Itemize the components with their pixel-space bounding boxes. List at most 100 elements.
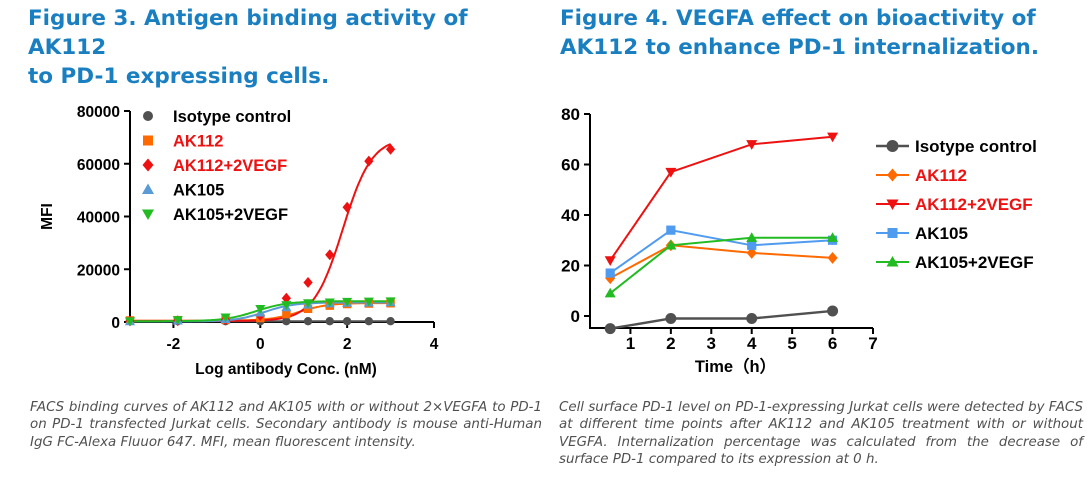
legend-label-ak105: AK105	[173, 182, 224, 200]
point-ak105-2vegf	[385, 297, 396, 307]
figure-3-title: Figure 3. Antigen binding activity of AK…	[28, 4, 545, 91]
point-ak105-2vegf	[324, 298, 335, 308]
point-ak105-2vegf	[255, 305, 266, 314]
point-ak112-2vegf	[364, 155, 374, 167]
x-axis-label: Time（h）	[695, 356, 776, 376]
point-ak112-2vegf	[665, 167, 677, 178]
point-ak112-2vegf	[604, 256, 616, 266]
y-tick-label: 0	[571, 307, 580, 326]
legend-marker-ak112	[887, 168, 898, 182]
point-ak105	[747, 240, 757, 250]
legend-marker-ak105-2vegf	[886, 256, 899, 267]
point-ak112-2vegf	[342, 201, 352, 213]
legend-marker-ak105-2vegf	[142, 209, 154, 220]
point-isotype-control	[303, 317, 313, 326]
figure-4-caption: Cell surface PD-1 level on PD-1-expressi…	[559, 400, 1083, 467]
point-ak105-2vegf	[665, 239, 677, 250]
y-tick-label: 60	[561, 156, 580, 175]
legend-marker-ak105	[142, 183, 154, 194]
point-isotype-control	[364, 317, 374, 326]
point-isotype-control	[665, 313, 677, 325]
point-isotype-control	[325, 317, 334, 326]
point-ak105-2vegf	[342, 297, 353, 307]
point-isotype-control	[342, 317, 352, 326]
figure-3-chart: 0 20000 40000 60000 80000 -2 0 2 4 Log antibody C…	[39, 104, 439, 378]
figure-4-title-line2: AK112 to enhance PD-1 internalization.	[560, 35, 1039, 60]
point-isotype-control	[282, 317, 291, 326]
x-axis-label: Log antibody Conc. (nM)	[195, 361, 377, 378]
x-tick-label: 7	[868, 334, 877, 353]
legend-marker-isotype-control	[143, 111, 153, 121]
x-tick-label: 1	[626, 334, 635, 353]
point-ak112-2vegf	[385, 143, 396, 155]
figure-3-title-line2: to PD-1 expressing cells.	[28, 64, 330, 89]
figure-4-title: Figure 4. VEGFA effect on bioactivity of…	[560, 4, 1039, 62]
point-isotype-control	[746, 313, 758, 325]
y-tick-label: 0	[111, 315, 120, 332]
point-isotype-control	[386, 317, 395, 326]
point-ak105-2vegf	[303, 299, 314, 309]
y-axis-label: MFI	[39, 203, 56, 230]
point-ak112-2vegf	[746, 140, 758, 150]
legend-marker-ak112-2vegf	[142, 158, 154, 172]
point-ak105-2vegf	[827, 232, 839, 242]
series-line-ak105	[609, 229, 833, 274]
point-ak112-2vegf	[303, 276, 313, 288]
x-tick-label: 2	[343, 336, 352, 353]
point-ak105-2vegf	[220, 313, 231, 323]
series-line-ak105-2vegf	[609, 236, 833, 295]
point-ak112-2vegf	[325, 249, 335, 261]
x-tick-label: 3	[707, 334, 716, 353]
y-tick-label: 60000	[77, 157, 120, 174]
legend-label-ak105: AK105	[915, 224, 968, 243]
point-ak112-2vegf	[281, 292, 291, 304]
point-ak105-2vegf	[281, 301, 292, 310]
x-tick-label: 6	[828, 334, 837, 353]
legend-marker-ak112-2vegf	[886, 199, 899, 210]
figure-4-title-line1: Figure 4. VEGFA effect on bioactivity of	[560, 6, 1036, 31]
series-line-isotype-control	[610, 309, 833, 330]
y-tick-label: 40000	[77, 210, 120, 227]
point-ak112-2vegf	[827, 132, 839, 143]
figure-3-caption: FACS binding curves of AK112 and AK105 w…	[30, 400, 542, 450]
x-tick-label: 2	[666, 334, 675, 353]
figure-4-panel: Figure 4. VEGFA effect on bioactivity of…	[545, 0, 1087, 504]
point-ak112	[282, 309, 291, 319]
point-ak112	[303, 304, 313, 314]
x-tick-label: -2	[167, 336, 181, 353]
point-ak112	[827, 251, 838, 264]
series-line-ak112	[609, 244, 833, 279]
point-ak105-2vegf	[124, 317, 136, 327]
legend-label-ak112: AK112	[915, 166, 967, 185]
y-tick-label: 20000	[77, 262, 120, 279]
x-tick-label: 0	[256, 336, 265, 353]
legend-label-ak112-2vegf: AK112+2VEGF	[915, 195, 1033, 214]
legend-label-isotype-control: Isotype control	[915, 137, 1037, 156]
y-tick-label: 40	[561, 206, 580, 225]
legend-label-ak112-2vegf: AK112+2VEGF	[173, 157, 287, 175]
x-tick-label: 4	[430, 336, 439, 353]
y-tick-label: 80	[561, 105, 580, 124]
legend-marker-ak112	[143, 135, 153, 146]
x-tick-label: 4	[747, 334, 757, 353]
legend-label-ak112: AK112	[173, 133, 223, 151]
legend-label-ak105-2vegf: AK105+2VEGF	[915, 253, 1034, 272]
point-isotype-control	[827, 305, 839, 317]
point-isotype-control	[604, 323, 616, 335]
point-ak105	[666, 225, 676, 235]
x-tick-label: 5	[787, 334, 796, 353]
legend-label-ak105-2vegf: AK105+2VEGF	[173, 206, 288, 224]
figure-3-panel: Figure 3. Antigen binding activity of AK…	[28, 4, 545, 450]
point-ak105-2vegf	[172, 316, 183, 325]
series-line-ak112-2vegf	[609, 135, 833, 261]
figure-3-title-line1: Figure 3. Antigen binding activity of AK…	[28, 6, 468, 60]
legend-marker-ak105	[887, 228, 898, 238]
y-tick-label: 20	[561, 257, 580, 276]
legend-marker-isotype-control	[886, 140, 899, 152]
point-ak105-2vegf	[604, 287, 616, 298]
point-ak105	[605, 268, 615, 278]
legend-label-isotype-control: Isotype control	[173, 108, 291, 126]
y-axis-label: Internalization %	[545, 159, 547, 294]
figure-4-chart: 0 20 40 60 80 1 2 3 4 5 6 7 Time（h） Internalization %…	[545, 105, 1037, 376]
point-ak105-2vegf	[746, 232, 758, 242]
